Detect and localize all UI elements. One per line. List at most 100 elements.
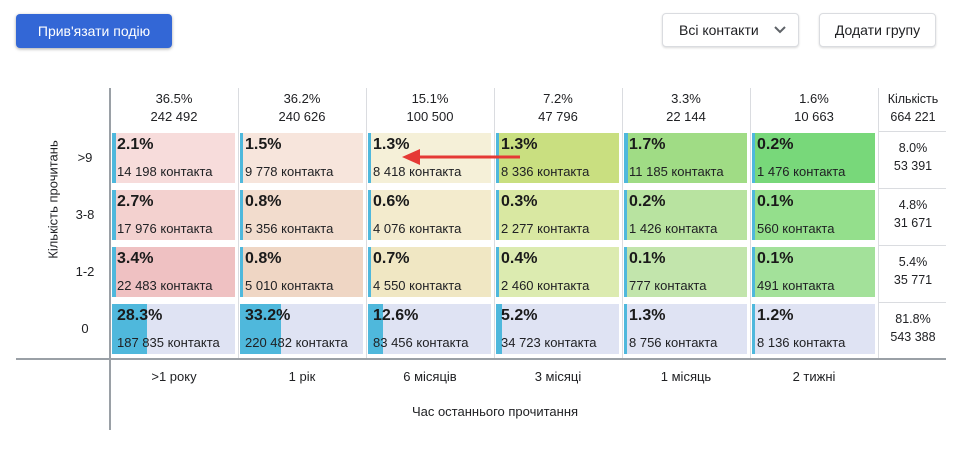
y-axis-line: [109, 88, 111, 430]
link-event-button[interactable]: Прив'язати подію: [16, 14, 172, 48]
total-header-value: 664 221: [890, 110, 936, 124]
cell-percent: 1.3%: [373, 136, 410, 153]
cell-count: 34 723 контакта: [501, 335, 597, 350]
cell-count: 5 010 контакта: [245, 278, 334, 293]
y-axis-title: Кількість прочитань: [45, 140, 61, 259]
heatmap-cell[interactable]: 1.2% 8 136 контакта: [752, 304, 875, 354]
cell-share-bar: [112, 190, 116, 240]
heatmap-cell[interactable]: 1.3% 8 418 контакта: [368, 133, 491, 183]
cell-count: 8 756 контакта: [629, 335, 718, 350]
heatmap-cell[interactable]: 0.8% 5 010 контакта: [240, 247, 363, 297]
column-header-total: 47 796: [538, 109, 578, 124]
column-header-total: 10 663: [794, 109, 834, 124]
column-header-pct: 36.5%: [155, 91, 193, 106]
cell-percent: 2.7%: [117, 193, 154, 210]
cell-share-bar: [752, 247, 755, 297]
cell-count: 4 076 контакта: [373, 221, 462, 236]
cell-count: 14 198 контакта: [117, 164, 213, 179]
red-arrow-annotation: [402, 149, 520, 165]
cell-percent: 0.8%: [245, 193, 282, 210]
cell-share-bar: [240, 133, 243, 183]
column-header-pct: 1.6%: [799, 91, 829, 106]
cell-percent: 2.1%: [117, 136, 154, 153]
cell-share-bar: [240, 247, 243, 297]
cell-percent: 0.4%: [501, 250, 538, 267]
heatmap-cell[interactable]: 2.7% 17 976 контакта: [112, 190, 235, 240]
heatmap-cell[interactable]: 0.7% 4 550 контакта: [368, 247, 491, 297]
cell-count: 4 550 контакта: [373, 278, 462, 293]
x-tick-label: 3 місяці: [534, 369, 582, 384]
column-header-pct: 15.1%: [411, 91, 449, 106]
cell-share-bar: [624, 247, 627, 297]
column-header: 3.3% 22 144: [622, 90, 750, 126]
heatmap-cell[interactable]: 0.1% 560 контакта: [752, 190, 875, 240]
heatmap-cell[interactable]: 1.7% 11 185 контакта: [624, 133, 747, 183]
heatmap-cell[interactable]: 12.6% 83 456 контакта: [368, 304, 491, 354]
row-label: 1-2: [75, 264, 95, 279]
row-total: 81.8% 543 388: [880, 310, 946, 346]
cell-share-bar: [624, 190, 627, 240]
add-group-button[interactable]: Додати групу: [819, 13, 936, 47]
cell-percent: 3.4%: [117, 250, 154, 267]
cell-percent: 0.6%: [373, 193, 410, 210]
heatmap-cell[interactable]: 28.3% 187 835 контакта: [112, 304, 235, 354]
column-header-pct: 3.3%: [671, 91, 701, 106]
cell-count: 2 460 контакта: [501, 278, 590, 293]
row-total-value: 35 771: [893, 273, 933, 287]
cell-share-bar: [368, 247, 371, 297]
column-separator: [878, 88, 879, 358]
heatmap-cell[interactable]: 0.3% 2 277 контакта: [496, 190, 619, 240]
column-separator: [238, 88, 239, 358]
heatmap-cell[interactable]: 2.1% 14 198 контакта: [112, 133, 235, 183]
cell-percent: 12.6%: [373, 307, 419, 324]
contacts-filter-value: Всі контакти: [679, 22, 759, 38]
cell-percent: 1.2%: [757, 307, 794, 324]
column-separator: [750, 88, 751, 358]
cell-count: 9 778 контакта: [245, 164, 334, 179]
cell-count: 5 356 контакта: [245, 221, 334, 236]
cell-percent: 5.2%: [501, 307, 538, 324]
column-header: 36.5% 242 492: [110, 90, 238, 126]
cell-share-bar: [368, 133, 371, 183]
total-row-separator: [878, 188, 946, 189]
cell-count: 8 336 контакта: [501, 164, 590, 179]
contacts-filter-select[interactable]: Всі контакти: [662, 13, 799, 47]
x-axis-title: Час останнього прочитання: [411, 404, 579, 419]
cell-percent: 0.2%: [629, 193, 666, 210]
heatmap-cell[interactable]: 1.5% 9 778 контакта: [240, 133, 363, 183]
heatmap-cell[interactable]: 0.1% 491 контакта: [752, 247, 875, 297]
x-tick-label: >1 року: [151, 369, 197, 384]
x-tick-label: 2 тижні: [792, 369, 836, 384]
row-total-value: 53 391: [893, 159, 933, 173]
row-total-pct: 8.0%: [898, 141, 928, 155]
heatmap-cell[interactable]: 0.2% 1 476 контакта: [752, 133, 875, 183]
column-header-total: 100 500: [406, 109, 454, 124]
row-label: >9: [77, 150, 93, 165]
column-separator: [622, 88, 623, 358]
column-header: 36.2% 240 626: [238, 90, 366, 126]
heatmap-cell[interactable]: 33.2% 220 482 контакта: [240, 304, 363, 354]
cell-count: 8 418 контакта: [373, 164, 462, 179]
column-separator: [494, 88, 495, 358]
column-header-pct: 36.2%: [283, 91, 321, 106]
total-row-separator: [878, 302, 946, 303]
cell-share-bar: [112, 133, 116, 183]
cell-count: 491 контакта: [757, 278, 835, 293]
heatmap-cell[interactable]: 5.2% 34 723 контакта: [496, 304, 619, 354]
total-row-separator: [878, 131, 946, 132]
cell-percent: 0.1%: [757, 193, 794, 210]
cell-count: 187 835 контакта: [117, 335, 220, 350]
heatmap-cell[interactable]: 3.4% 22 483 контакта: [112, 247, 235, 297]
cell-percent: 0.7%: [373, 250, 410, 267]
heatmap-cell[interactable]: 1.3% 8 756 контакта: [624, 304, 747, 354]
cell-share-bar: [240, 304, 281, 354]
heatmap-cell[interactable]: 0.1% 777 контакта: [624, 247, 747, 297]
heatmap-cell[interactable]: 0.2% 1 426 контакта: [624, 190, 747, 240]
chevron-down-icon: [774, 26, 786, 34]
cell-share-bar: [752, 133, 755, 183]
cell-percent: 33.2%: [245, 307, 291, 324]
heatmap-cell[interactable]: 0.6% 4 076 контакта: [368, 190, 491, 240]
heatmap-cell[interactable]: 0.8% 5 356 контакта: [240, 190, 363, 240]
cell-percent: 0.1%: [757, 250, 794, 267]
heatmap-cell[interactable]: 0.4% 2 460 контакта: [496, 247, 619, 297]
